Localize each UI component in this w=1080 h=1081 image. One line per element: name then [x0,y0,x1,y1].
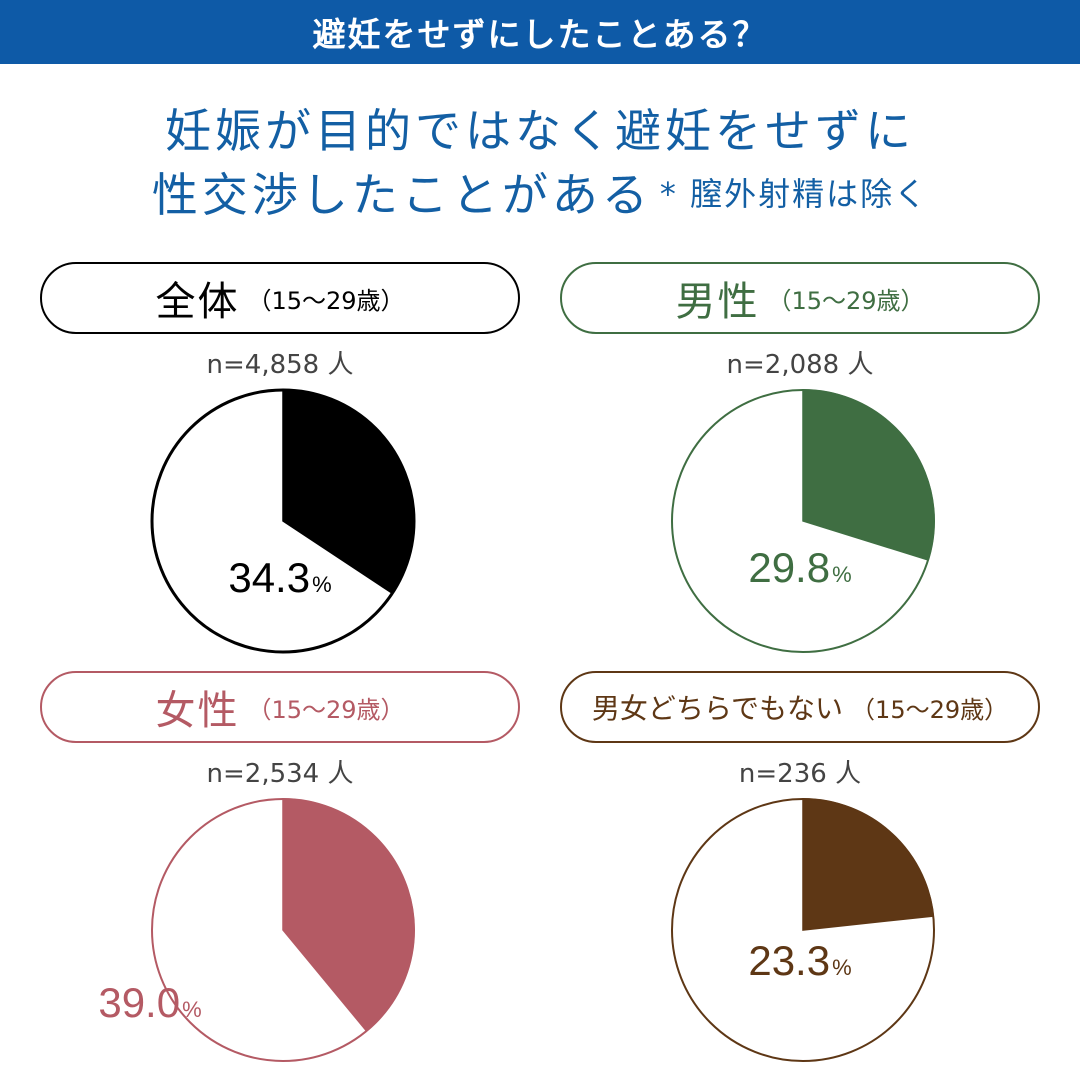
percentage-value: 29.8 [748,544,831,591]
sample-size-label: n=2,088 人 [726,350,874,380]
sample-size-label: n=2,534 人 [206,759,354,789]
group-name: 男女どちらでもない [591,692,844,725]
sample-size-label: n=4,858 人 [206,350,354,380]
banner-title: 避妊をせずにしたことある？ [312,15,768,54]
percentage-value: 39.0 [98,979,181,1026]
group-name: 男性 [675,279,760,325]
percentage-label: 29.8% [560,544,1040,592]
panel-female: 女性 （15〜29歳） n=2,534 人 39.0% [40,671,520,1081]
headline-line-2: 性交渉したことがある * 膣外射精は除く [0,172,1080,218]
group-label-pill: 男女どちらでもない （15〜29歳） [560,671,1040,743]
percent-sign: % [312,572,332,597]
panel-overall: 全体 （15〜29歳） n=4,858 人 34.3% [40,262,520,672]
pie-chart [150,388,416,654]
panel-non-binary: 男女どちらでもない （15〜29歳） n=236 人 23.3% [560,671,1040,1081]
headline-line-1: 妊娠が目的ではなく避妊をせずに [165,104,915,158]
percent-sign: % [832,562,852,587]
age-range: （15〜29歳） [247,286,405,315]
group-label-pill: 男性 （15〜29歳） [560,262,1040,334]
percent-sign: % [182,997,202,1022]
pie-chart [671,798,935,1062]
pie-highlight-slice [802,798,935,931]
age-range: （15〜29歳） [247,695,405,724]
pie-highlight-slice [802,389,935,561]
sample-size-label: n=236 人 [738,759,862,789]
headline-note: * 膣外射精は除く [659,175,929,213]
percentage-label: 39.0% [0,979,390,1027]
group-label-pill: 女性 （15〜29歳） [40,671,520,743]
percentage-label: 34.3% [40,554,520,602]
pie-chart [671,389,935,653]
group-name: 全体 [155,279,240,325]
pie-highlight-slice [282,389,415,595]
pie-highlight-slice [282,798,415,1032]
group-label-pill: 全体 （15〜29歳） [40,262,520,334]
panel-male: 男性 （15〜29歳） n=2,088 人 29.8% [560,262,1040,672]
headline-line-2-text: 性交渉したことがある [151,168,652,222]
percentage-value: 34.3 [228,554,311,601]
percent-sign: % [832,955,852,980]
percentage-label: 23.3% [560,937,1040,985]
top-banner: 避妊をせずにしたことある？ [0,0,1080,64]
pie-chart [151,798,415,1062]
percentage-value: 23.3 [748,937,831,984]
age-range: （15〜29歳） [851,695,1009,724]
age-range: （15〜29歳） [767,286,925,315]
group-name: 女性 [155,688,240,734]
